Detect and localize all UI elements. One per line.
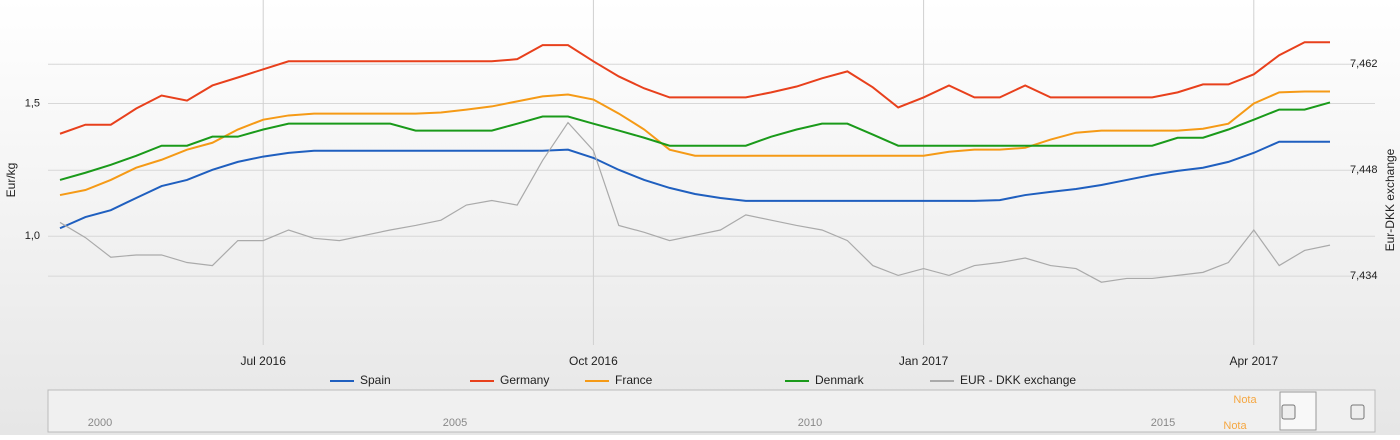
series-line [59, 140, 1330, 230]
navigator-label: 2005 [443, 417, 467, 429]
series-line [59, 90, 1330, 197]
x-tick-label: Apr 2017 [1229, 354, 1278, 368]
legend-label: Spain [360, 373, 391, 387]
legend-label: Denmark [815, 373, 865, 387]
series-line [59, 101, 1331, 181]
navigator-handle[interactable] [1350, 404, 1365, 420]
navigator-label: 2000 [88, 417, 112, 429]
navigator[interactable] [47, 389, 1376, 433]
legend-label: Germany [500, 373, 549, 387]
x-tick-label: Jul 2016 [241, 354, 287, 368]
y-axis-title: Eur/kg [4, 163, 18, 198]
y-tick-label: 1,5 [25, 97, 40, 109]
x-tick-label: Oct 2016 [569, 354, 618, 368]
navigator-label: 2010 [798, 417, 822, 429]
y2-tick-label: 7,434 [1350, 270, 1378, 282]
navigator-series-label: Nota [1223, 420, 1247, 432]
y2-tick-label: 7,448 [1350, 164, 1378, 176]
series-line [59, 121, 1331, 283]
series-line [59, 41, 1330, 135]
y2-tick-label: 7,462 [1350, 58, 1378, 70]
x-tick-label: Jan 2017 [899, 354, 949, 368]
legend-label: France [615, 373, 653, 387]
navigator-label: 2015 [1151, 417, 1175, 429]
legend-label: EUR - DKK exchange [960, 373, 1076, 387]
y-tick-label: 1,0 [25, 230, 40, 242]
y2-axis-title: Eur-DKK exchange [1383, 148, 1397, 251]
navigator-handle[interactable] [1281, 404, 1296, 420]
navigator-series-label: Nota [1233, 394, 1257, 406]
